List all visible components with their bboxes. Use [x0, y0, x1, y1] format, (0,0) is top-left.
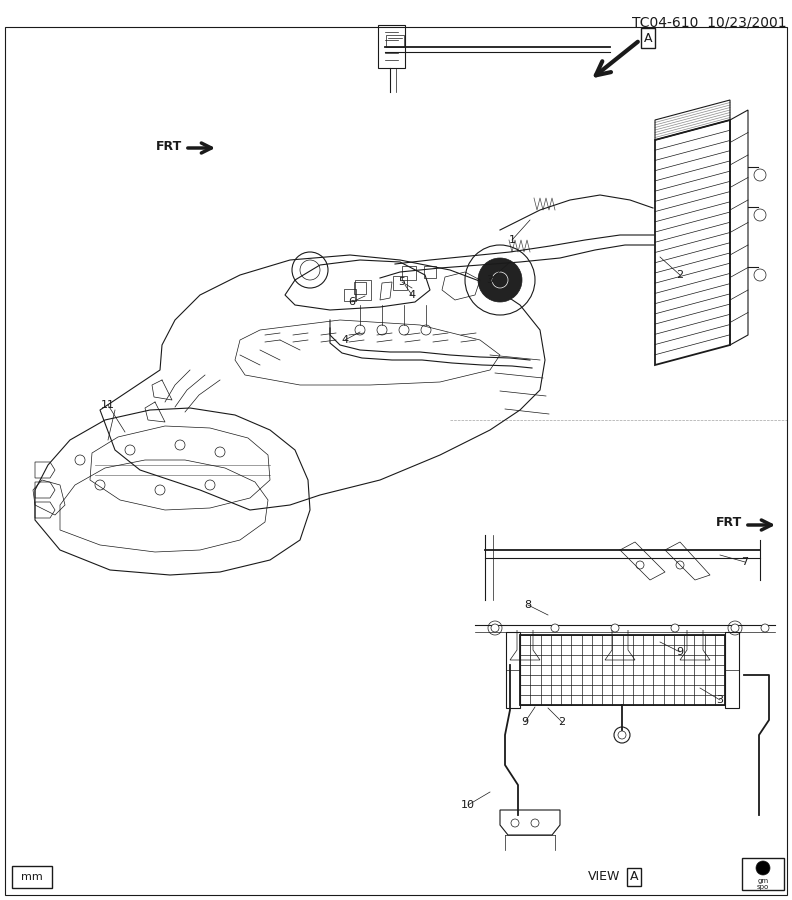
Text: 1: 1	[508, 235, 516, 245]
Text: 11: 11	[101, 400, 115, 410]
Bar	[520, 635, 725, 705]
Text: A: A	[644, 32, 653, 44]
Circle shape	[611, 624, 619, 632]
Circle shape	[731, 624, 739, 632]
Circle shape	[761, 624, 769, 632]
Text: 9: 9	[521, 717, 528, 727]
Text: gm: gm	[757, 878, 768, 884]
Text: 4: 4	[341, 335, 348, 345]
Bar	[725, 632, 739, 708]
Text: 5: 5	[398, 277, 406, 287]
Bar	[344, 289, 356, 301]
Text: 3: 3	[717, 695, 724, 705]
Circle shape	[478, 258, 522, 302]
Text: spo: spo	[757, 884, 769, 890]
Text: FRT: FRT	[716, 517, 742, 529]
Circle shape	[551, 624, 559, 632]
Bar	[742, 858, 784, 890]
Text: TC04-610  10/23/2001: TC04-610 10/23/2001	[632, 15, 787, 29]
Text: 4: 4	[409, 290, 416, 300]
Text: 7: 7	[741, 557, 748, 567]
Text: mm: mm	[21, 872, 43, 882]
Bar	[354, 282, 366, 294]
Text: 6: 6	[348, 297, 356, 307]
Text: 8: 8	[524, 600, 531, 610]
Bar	[402, 266, 416, 280]
Bar	[12, 866, 52, 888]
Text: 3: 3	[486, 275, 493, 285]
Circle shape	[671, 624, 679, 632]
Bar	[424, 266, 436, 278]
Bar	[506, 632, 520, 708]
Text: FRT: FRT	[156, 140, 182, 152]
Text: 9: 9	[676, 647, 683, 657]
Circle shape	[756, 861, 770, 875]
Bar	[393, 276, 407, 290]
Text: VIEW: VIEW	[588, 870, 620, 884]
Circle shape	[491, 624, 499, 632]
Text: 2: 2	[676, 270, 683, 280]
Bar	[386, 35, 404, 47]
Text: 10: 10	[461, 800, 475, 810]
Bar	[355, 280, 371, 300]
Text: A: A	[630, 870, 638, 884]
Text: 2: 2	[558, 717, 565, 727]
